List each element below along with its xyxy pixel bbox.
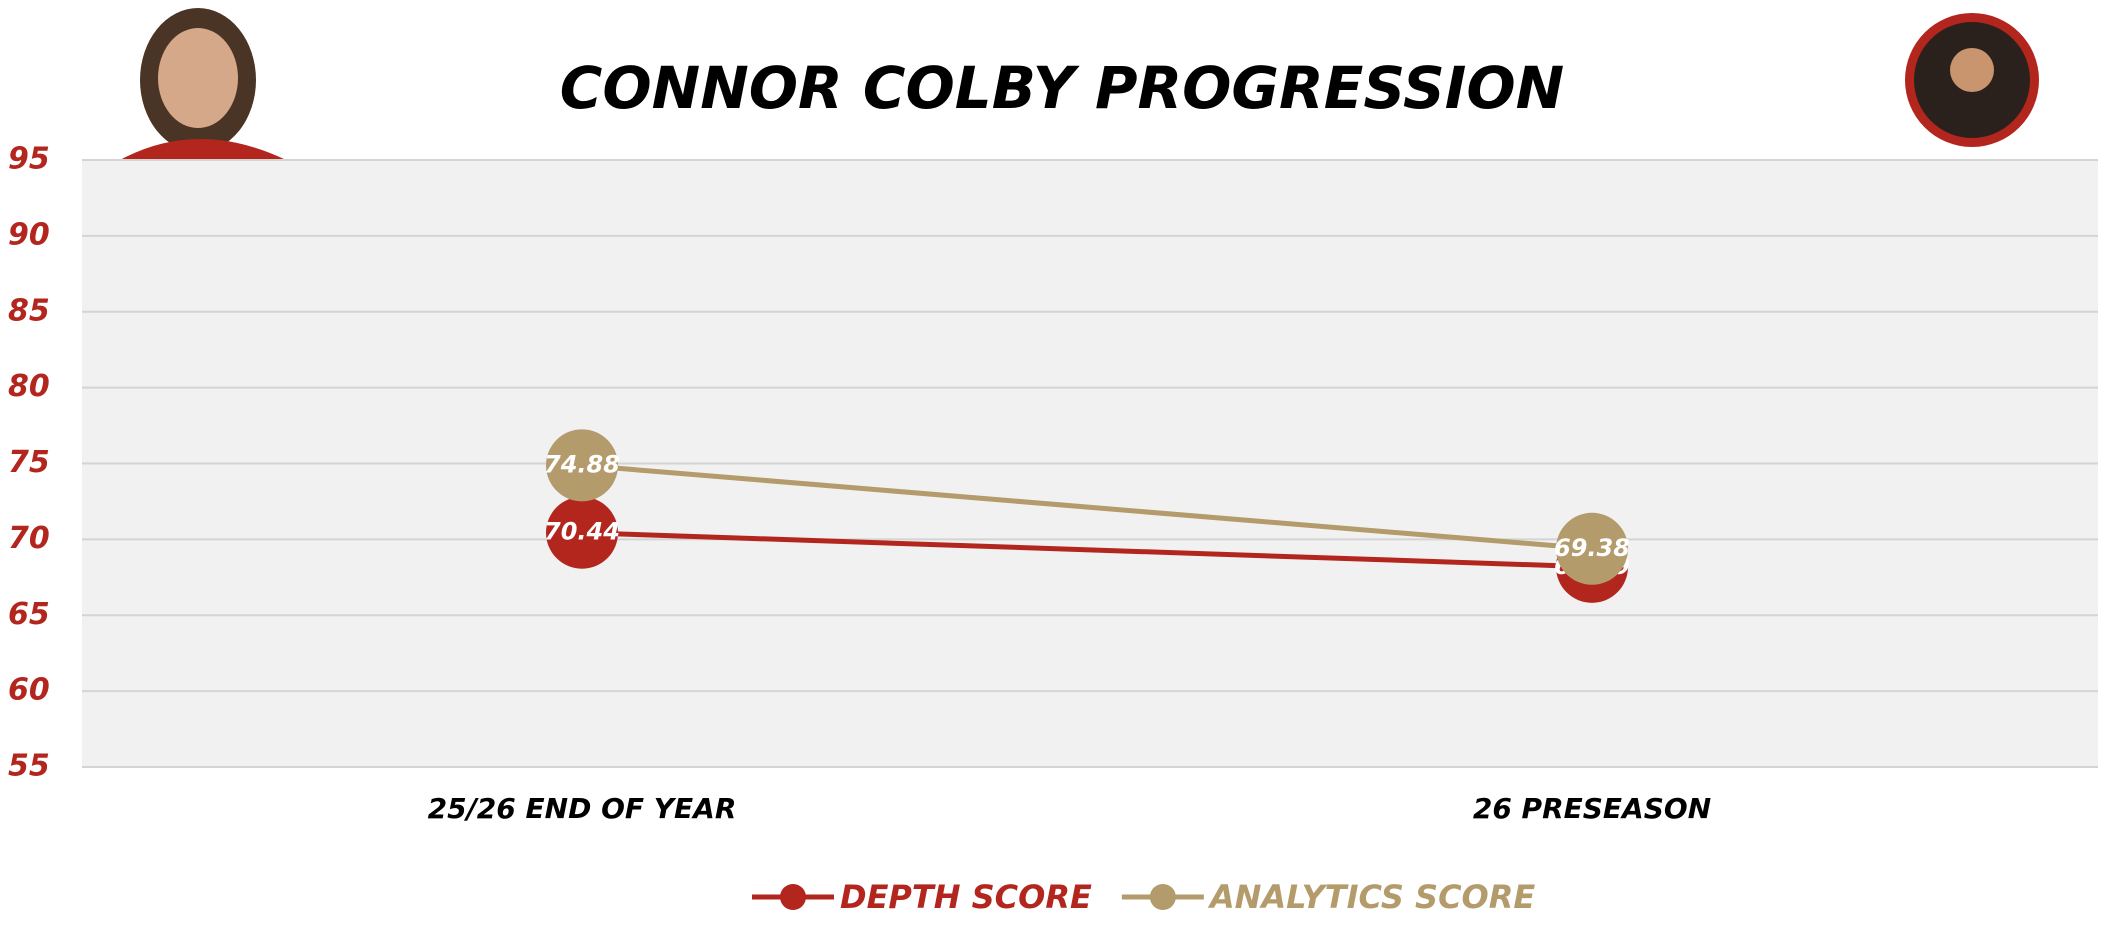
y-tick-label: 95 xyxy=(8,142,50,177)
legend-label: ANALYTICS SCORE xyxy=(1207,878,1536,916)
y-tick-label: 75 xyxy=(8,445,50,480)
y-tick-label: 80 xyxy=(8,369,50,404)
player-photo xyxy=(120,6,286,160)
series-line xyxy=(581,530,1593,570)
chart-title: CONNOR COLBY PROGRESSION xyxy=(560,54,1564,122)
legend-marker xyxy=(1149,884,1176,910)
legend-label: DEPTH SCORE xyxy=(840,878,1092,916)
data-label: 74.88 xyxy=(544,450,620,478)
team-logo xyxy=(1905,13,2039,147)
y-tick-label: 65 xyxy=(8,597,50,632)
data-label: 69.38 xyxy=(1554,534,1630,562)
x-tick-label: 25/26 END OF YEAR xyxy=(428,792,737,825)
y-tick-label: 85 xyxy=(8,293,50,328)
data-label: 70.44 xyxy=(544,518,620,546)
legend-marker xyxy=(780,884,806,910)
y-tick-label: 70 xyxy=(8,521,50,556)
y-tick-label: 55 xyxy=(8,749,50,784)
series-line xyxy=(581,462,1593,552)
data-point xyxy=(546,496,618,569)
y-tick-label: 60 xyxy=(8,673,50,708)
data-point xyxy=(546,429,618,502)
y-tick-label: 90 xyxy=(8,217,50,252)
data-point xyxy=(1556,512,1628,585)
x-tick-label: 26 PRESEASON xyxy=(1473,792,1711,825)
